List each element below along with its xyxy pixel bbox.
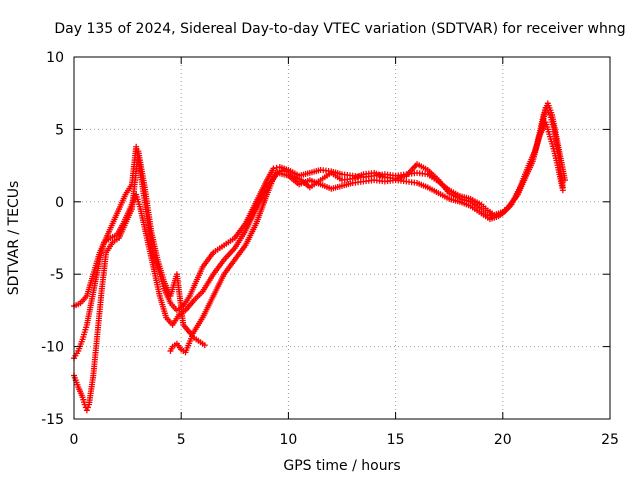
x-tick-label: 15 (387, 432, 405, 448)
y-tick-label: 5 (55, 122, 64, 138)
chart-title: Day 135 of 2024, Sidereal Day-to-day VTE… (54, 21, 625, 37)
y-tick-label: 0 (55, 195, 64, 211)
x-tick-label: 25 (601, 432, 619, 448)
data-point (84, 404, 91, 411)
series-group (71, 119, 566, 362)
data-point (270, 165, 277, 172)
y-tick-label: -15 (41, 412, 64, 428)
data-point (488, 212, 495, 219)
y-tick-label: -10 (41, 340, 64, 356)
data-point (484, 211, 491, 218)
x-tick-label: 5 (177, 432, 186, 448)
data-point (83, 407, 90, 414)
x-tick-label: 20 (494, 432, 512, 448)
series-group (71, 100, 568, 314)
y-tick-label: -5 (50, 267, 64, 283)
y-axis-label: SDTVAR / TECUs (6, 181, 22, 296)
axis-ticks (73, 56, 611, 420)
plot-frame (73, 56, 611, 420)
data-point (559, 184, 566, 191)
series-group (71, 104, 566, 414)
x-tick-label: 0 (70, 432, 79, 448)
x-tick-label: 10 (279, 432, 297, 448)
x-axis-label: GPS time / hours (283, 458, 400, 474)
data-point (273, 164, 280, 171)
data-point (201, 342, 208, 349)
series-group (167, 333, 208, 356)
grid-lines (74, 57, 610, 419)
data-marks (71, 100, 568, 414)
y-tick-labels: -15 -10 -5 0 5 10 (41, 50, 64, 428)
x-tick-labels: 0 5 10 15 20 25 (70, 432, 619, 448)
y-tick-label: 10 (46, 50, 64, 66)
